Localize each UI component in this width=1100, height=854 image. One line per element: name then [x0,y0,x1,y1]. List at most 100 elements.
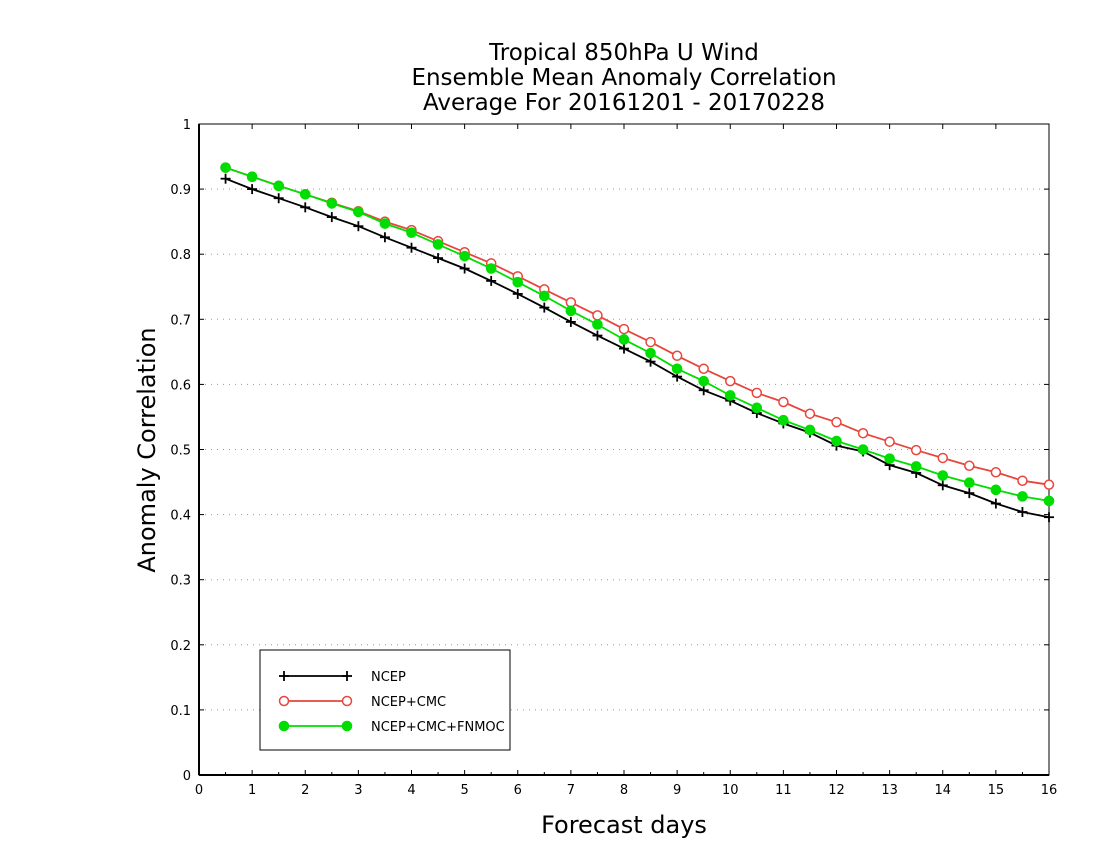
data-point [247,184,258,195]
data-point [645,336,656,348]
series [220,162,1055,523]
data-point [273,193,284,204]
data-point [831,416,842,428]
data-point [1044,512,1054,523]
y-tick-label: 0.2 [170,639,191,654]
data-point [379,232,390,243]
data-point [353,221,364,232]
data-point [831,435,842,447]
legend-label: NCEP [371,670,406,685]
data-point [342,671,352,681]
x-tick-label: 1 [248,783,256,798]
data-point [278,695,290,707]
data-point [645,347,656,359]
data-point [751,402,763,414]
data-point [299,189,311,200]
data-point [433,253,444,264]
data-point [910,461,922,472]
data-point [1043,479,1055,490]
data-point [778,396,789,408]
y-tick-label: 0.6 [170,378,191,393]
series-group [220,173,1054,523]
y-tick-label: 0.1 [170,704,191,719]
x-tick-label: 4 [407,783,415,798]
title-line: Tropical 850hPa U Wind [488,40,759,66]
legend-item: NCEP [279,670,406,685]
data-point [486,275,497,286]
legend-item: NCEP+CMC+FNMOC [278,720,505,735]
data-point [512,288,523,299]
data-point [671,350,683,362]
data-point [273,180,284,192]
data-point [1017,491,1028,502]
data-point [725,375,736,387]
data-point [353,206,364,218]
x-tick-label: 5 [460,783,468,798]
series-line [225,166,1050,486]
gridlines [199,188,1049,711]
data-point [671,363,683,375]
data-point [406,227,417,239]
title-line: Ensemble Mean Anomaly Correlation [411,65,836,91]
data-point [1043,495,1055,507]
y-tick-label: 1 [183,118,191,133]
data-point [990,498,1001,509]
y-tick-label: 0 [183,769,191,784]
data-point [804,424,816,436]
x-tick-label: 16 [1041,783,1058,798]
data-point [619,343,629,354]
axes: 0 1 2 3 4 5 6 7 8 9 10 11 12 13 14 15 1600.10.20.30.40.5… [133,118,1057,839]
data-point [937,452,948,464]
data-point [565,297,577,308]
data-point [592,330,603,341]
series-line [225,177,1050,519]
y-tick-label: 0.5 [170,444,191,459]
data-point [220,173,231,184]
data-point [884,453,895,464]
data-point [937,480,948,491]
x-tick-label: 2 [301,783,309,798]
data-point [279,671,289,681]
x-tick-label: 7 [567,783,575,798]
data-point [512,276,524,288]
x-tick-label: 10 [722,783,739,798]
data-point [964,488,975,499]
data-point [618,334,630,345]
y-tick-label: 0.4 [170,509,191,524]
data-point [341,720,353,732]
data-point [220,162,231,173]
data-point [539,290,550,302]
data-point [592,310,603,321]
data-point [964,460,975,472]
data-point [278,720,290,732]
data-point [964,477,975,489]
data-point [406,242,417,253]
x-axis-label: Forecast days [541,811,707,839]
data-point [565,305,577,317]
data-point [459,263,470,274]
x-tick-label: 13 [881,783,898,798]
y-axis-label: Anomaly Correlation [133,327,161,572]
x-tick-label: 14 [934,783,951,798]
data-point [326,212,337,223]
data-point [592,319,603,330]
legend-item: NCEP+CMC [278,695,446,710]
data-point [341,695,353,707]
data-point [990,467,1002,478]
data-point [857,427,869,439]
data-point [778,414,789,426]
y-tick-label: 0.8 [170,248,191,263]
data-point [910,444,922,456]
data-point [485,263,497,274]
data-point [379,218,391,229]
data-point [432,239,444,250]
x-tick-label: 6 [514,783,522,798]
series-line [225,166,1050,502]
data-point [937,470,949,481]
legend-label: NCEP+CMC+FNMOC [371,720,505,735]
data-point [990,484,1002,496]
data-point [884,436,895,447]
data-point [1017,475,1028,486]
